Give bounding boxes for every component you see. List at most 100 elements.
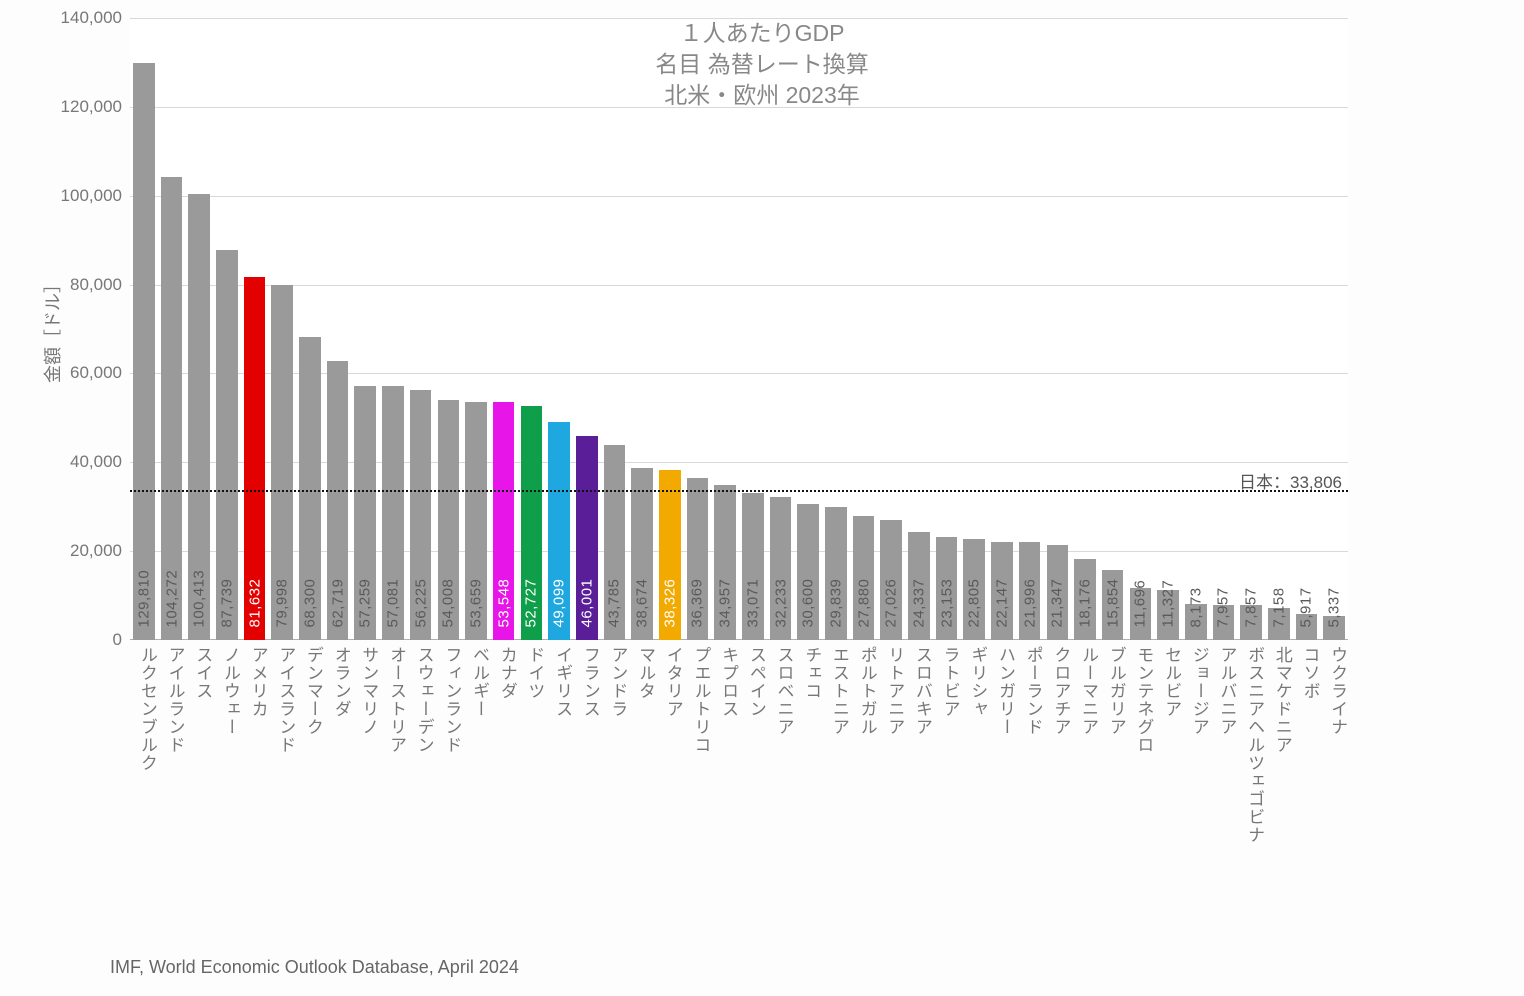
- bar-value-label: 7,158: [1270, 587, 1287, 627]
- bar-value-label: 21,996: [1021, 579, 1038, 628]
- x-tick-label: デンマーク: [301, 646, 326, 736]
- bar: 49,099: [548, 422, 570, 640]
- bar-value-label: 27,880: [855, 579, 872, 628]
- bar-value-label: 22,805: [966, 579, 983, 628]
- plot-area: 020,00040,00060,00080,000100,000120,0001…: [130, 18, 1348, 640]
- bar: 36,369: [687, 478, 709, 640]
- bar-value-label: 36,369: [689, 579, 706, 628]
- bar: 22,147: [991, 542, 1013, 640]
- x-tick-label: スイス: [190, 646, 215, 700]
- y-tick-label: 60,000: [70, 363, 122, 383]
- y-tick-label: 0: [113, 630, 122, 650]
- x-tick-label: アルバニア: [1214, 646, 1239, 736]
- x-tick-label: アンドラ: [605, 646, 630, 718]
- reference-line-japan: [130, 490, 1348, 492]
- bar-value-label: 57,259: [357, 579, 374, 628]
- x-tick-label: モンテネグロ: [1131, 646, 1156, 754]
- bar-value-label: 8,173: [1187, 587, 1204, 627]
- x-tick-label: イタリア: [661, 646, 686, 718]
- bar: 46,001: [576, 436, 598, 640]
- bar: 100,413: [188, 194, 210, 640]
- chart-title-line3: 北米・欧州 2023年: [664, 82, 860, 108]
- bar: 79,998: [271, 285, 293, 640]
- bar-value-label: 62,719: [329, 579, 346, 628]
- bar-value-label: 5,337: [1326, 587, 1343, 627]
- y-axis-title: 金額［ドル］: [39, 275, 65, 383]
- x-tick-label: ラトビア: [938, 646, 963, 718]
- x-tick-label: ルクセンブルク: [135, 646, 160, 772]
- x-tick-label: ポーランド: [1021, 646, 1046, 736]
- bar-value-label: 104,272: [163, 570, 180, 628]
- bar-value-label: 68,300: [301, 579, 318, 628]
- bar-value-label: 18,176: [1077, 579, 1094, 628]
- x-tick-label: アメリカ: [246, 646, 271, 718]
- bar-value-label: 43,785: [606, 579, 623, 628]
- bar-value-label: 54,008: [440, 579, 457, 628]
- bar: 129,810: [133, 63, 155, 640]
- bar: 27,026: [880, 520, 902, 640]
- x-tick-label: ベルギー: [467, 646, 492, 718]
- bar-value-label: 29,839: [827, 579, 844, 628]
- bar-value-label: 38,326: [661, 579, 678, 628]
- x-tick-label: ドイツ: [522, 646, 547, 700]
- bar-value-label: 5,917: [1298, 587, 1315, 627]
- x-tick-label: サンマリノ: [356, 646, 381, 736]
- x-tick-label: アイルランド: [163, 646, 188, 754]
- bar: 53,548: [493, 402, 515, 640]
- chart-title-line1: １人あたりGDP: [680, 20, 845, 46]
- bar-value-label: 57,081: [384, 579, 401, 628]
- x-tick-label: オランダ: [329, 646, 354, 718]
- bar-value-label: 38,674: [634, 579, 651, 628]
- bar-value-label: 24,337: [910, 579, 927, 628]
- bar: 68,300: [299, 337, 321, 640]
- bar-value-label: 7,857: [1243, 587, 1260, 627]
- bar: 23,153: [936, 537, 958, 640]
- x-tick-label: リトアニア: [882, 646, 907, 736]
- bar-value-label: 7,957: [1215, 587, 1232, 627]
- x-tick-label: スロベニア: [772, 646, 797, 736]
- bar-value-label: 30,600: [800, 579, 817, 628]
- x-tick-label: ウクライナ: [1325, 646, 1350, 736]
- bar-value-label: 100,413: [191, 570, 208, 628]
- bar: 5,917: [1296, 614, 1318, 640]
- source-citation: IMF, World Economic Outlook Database, Ap…: [110, 957, 519, 978]
- x-tick-label: プエルトリコ: [688, 646, 713, 754]
- x-tick-label: ポルトガル: [855, 646, 880, 736]
- bar-value-label: 52,727: [523, 579, 540, 628]
- bar: 27,880: [853, 516, 875, 640]
- y-tick-label: 40,000: [70, 452, 122, 472]
- chart-title: １人あたりGDP 名目 為替レート換算 北米・欧州 2023年: [655, 18, 868, 111]
- x-tick-label: アイスランド: [273, 646, 298, 754]
- x-tick-label: オーストリア: [384, 646, 409, 754]
- bar-value-label: 56,225: [412, 579, 429, 628]
- x-tick-label: フィンランド: [439, 646, 464, 754]
- bar-value-label: 27,026: [883, 579, 900, 628]
- y-tick-label: 100,000: [61, 186, 122, 206]
- x-tick-label: ブルガリア: [1104, 646, 1129, 736]
- x-tick-label: ハンガリー: [993, 646, 1018, 736]
- bar: 33,071: [742, 493, 764, 640]
- bar-value-label: 23,153: [938, 579, 955, 628]
- bar: 34,957: [714, 485, 736, 640]
- bar-value-label: 46,001: [578, 579, 595, 628]
- bar: 43,785: [604, 445, 626, 640]
- gdp-per-capita-chart: 020,00040,00060,00080,000100,000120,0001…: [0, 0, 1524, 996]
- bar: 30,600: [797, 504, 819, 640]
- bar: 15,854: [1102, 570, 1124, 640]
- bar: 7,158: [1268, 608, 1290, 640]
- y-tick-label: 120,000: [61, 97, 122, 117]
- bar-value-label: 11,327: [1160, 580, 1177, 628]
- bar: 7,857: [1240, 605, 1262, 640]
- x-tick-label: ギリシャ: [965, 646, 990, 718]
- bar: 38,326: [659, 470, 681, 640]
- bar: 8,173: [1185, 604, 1207, 640]
- y-tick-label: 140,000: [61, 8, 122, 28]
- bar: 62,719: [327, 361, 349, 640]
- bar: 21,347: [1047, 545, 1069, 640]
- chart-title-line2: 名目 為替レート換算: [655, 51, 868, 77]
- bar: 87,739: [216, 250, 238, 640]
- x-tick-label: キプロス: [716, 646, 741, 718]
- x-tick-label: エストニア: [827, 646, 852, 736]
- x-tick-label: マルタ: [633, 646, 658, 700]
- bar: 18,176: [1074, 559, 1096, 640]
